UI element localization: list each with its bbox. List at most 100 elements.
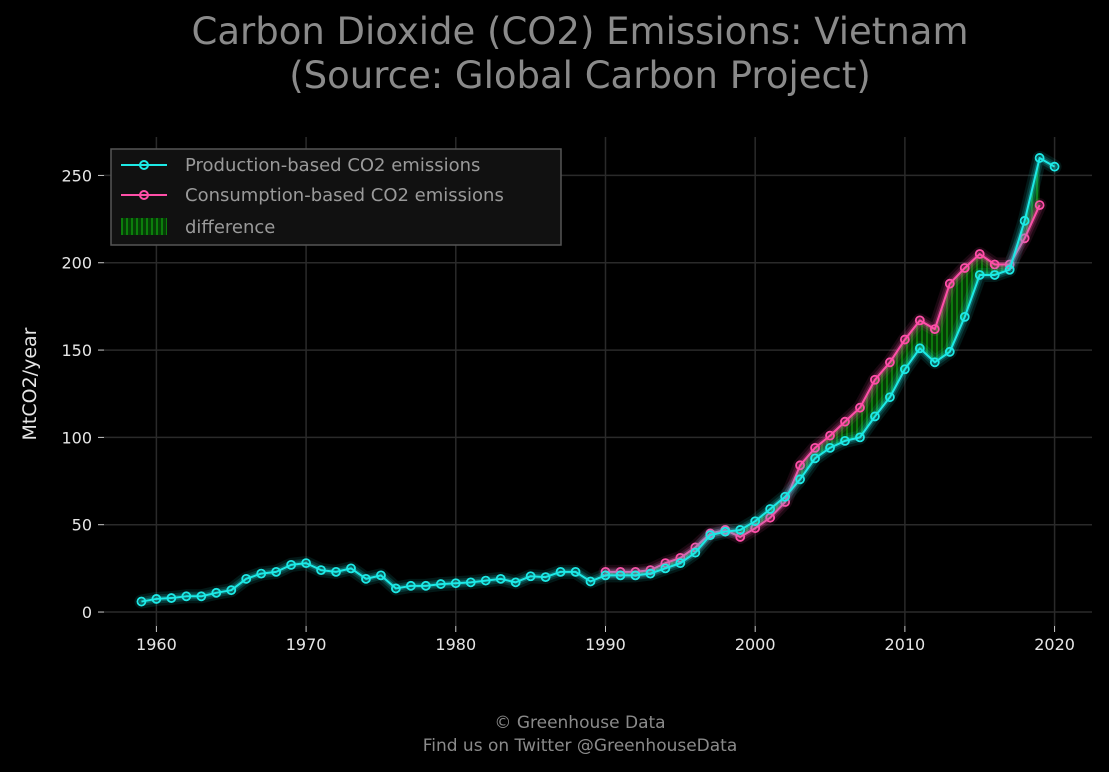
production-series-point [585,576,596,587]
production-series-point [840,435,850,446]
production-series-point [361,573,371,584]
consumption-series-point [855,402,865,413]
consumption-series-point [885,357,895,368]
consumption-series-point [735,532,746,542]
x-tick-label: 2020 [1034,635,1075,654]
production-series-point [525,571,536,582]
legend-box [110,148,562,246]
consumption-series-point [1019,233,1030,244]
production-series-point [346,563,356,574]
consumption-series-point [810,442,820,453]
production-series-point [256,568,267,579]
production-series-point [331,566,341,577]
production-series-point [241,573,252,584]
production-series-point [944,346,955,357]
production-series-point [510,577,521,588]
production-series-point [570,566,581,577]
production-series-point [555,566,566,577]
consumption-series-point [1034,200,1045,211]
series-layer [134,150,1062,609]
production-series-point [1034,153,1045,163]
y-tick-label: 50 [72,516,92,535]
difference-fill [605,157,1040,576]
consumption-series-point [929,324,940,335]
y-tick-label: 100 [61,428,92,447]
production-series-point [885,392,895,403]
y-axis-label: MtCO2/year [19,327,41,440]
production-series-point [780,491,791,502]
x-tick-label: 2010 [885,635,926,654]
chart-title-line-1: Carbon Dioxide (CO2) Emissions: Vietnam [191,10,969,53]
production-series-point [1049,161,1060,172]
production-series-point [450,578,461,589]
production-series-point [645,568,656,579]
production-series-point [630,570,641,581]
consumption-series-point [944,278,955,289]
production-series-point [825,442,835,453]
production-series-point [855,432,865,443]
production-series-point [286,559,297,570]
axes: 1960 1970 1980 1990 2000 2010 2020 0 50 100 150 200… [61,166,1074,654]
consumption-series-point [974,249,985,259]
x-tick-label: 1960 [136,635,177,654]
production-series-point [1004,264,1015,275]
consumption-series-point [660,558,671,569]
consumption-series-point [989,259,1000,270]
production-series-point [959,311,970,322]
footer: © Greenhouse Data Find us on Twitter @Gr… [0,712,1109,758]
production-series-point [1019,215,1030,226]
production-series-point [899,364,910,375]
legend-difference-swatch [121,218,167,235]
production-series-point [720,526,731,537]
co2-emissions-chart: 1960 1970 1980 1990 2000 2010 2020 0 50 100 150 200… [19,137,1092,654]
production-series-point [765,504,776,514]
legend: Production-based CO2 emissions Consumpti… [110,148,562,246]
x-tick-label: 2000 [735,635,776,654]
legend-production-label: Production-based CO2 emissions [185,155,480,176]
production-series-point [540,572,551,582]
production-series-point [660,563,671,574]
production-series-point [151,594,162,604]
consumption-series-point [914,315,925,326]
y-tick-label: 200 [61,254,92,273]
production-series-point [301,558,311,569]
x-tick-label: 1980 [435,635,476,654]
production-series-point [480,575,491,586]
legend-production-marker [139,160,149,170]
difference-area [605,157,1040,576]
x-tick-label: 1990 [585,635,626,654]
production-series-point [600,570,611,581]
production-series-point [690,547,701,558]
production-series-point [271,566,282,577]
y-tick-label: 250 [61,166,92,185]
chart-title: Carbon Dioxide (CO2) Emissions: Vietnam … [0,10,1109,98]
production-series-point [435,579,446,589]
production-series-point [181,591,192,602]
legend-consumption-label: Consumption-based CO2 emissions [185,185,504,206]
production-series-point [705,530,716,541]
chart-title-line-2: (Source: Global Carbon Project) [289,54,871,97]
production-series-point [989,270,1000,280]
consumption-series-point [750,523,761,534]
legend-consumption-marker [139,190,149,200]
x-tick-label: 1970 [286,635,327,654]
production-series-point [974,270,985,280]
production-series-point [376,570,386,581]
production-series-point [870,411,880,422]
consumption-series-point [899,334,910,345]
production-series-point [615,570,626,581]
y-tick-label: 0 [82,603,92,622]
footer-twitter: Find us on Twitter @GreenhouseData [422,736,738,756]
production-series-point [420,580,431,591]
production-series-point [136,596,147,607]
production-series-point [316,565,326,576]
production-series-point [914,343,925,354]
production-series-point [226,585,237,596]
production-series-point [211,587,222,598]
consumption-series-point [825,430,835,441]
production-series-point [795,474,805,485]
production-series-point [735,525,746,535]
production-series-point [495,573,506,584]
production-series-line [141,156,1056,603]
consumption-series-point [795,460,805,471]
